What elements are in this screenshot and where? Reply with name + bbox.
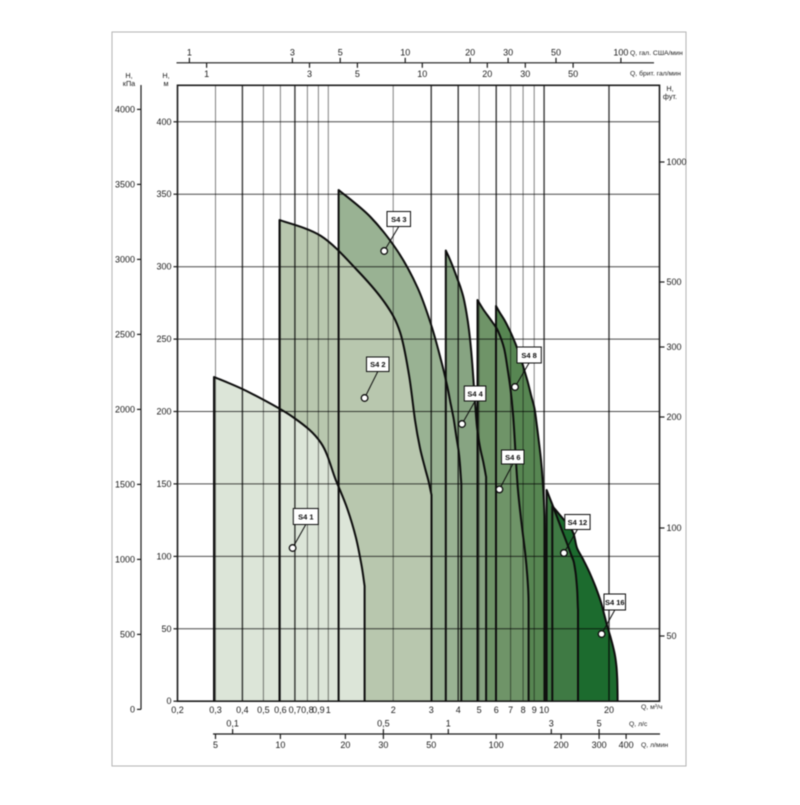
svg-text:20: 20 xyxy=(465,47,475,57)
svg-text:3500: 3500 xyxy=(115,179,135,189)
svg-text:1000: 1000 xyxy=(115,554,135,564)
svg-text:кПа: кПа xyxy=(123,79,136,88)
svg-text:S4 4: S4 4 xyxy=(467,389,483,398)
svg-text:8: 8 xyxy=(521,705,526,715)
svg-text:2500: 2500 xyxy=(115,329,135,339)
svg-text:0,1: 0,1 xyxy=(226,719,239,729)
svg-text:100: 100 xyxy=(156,551,171,561)
svg-text:S4 12: S4 12 xyxy=(568,518,588,527)
svg-text:100: 100 xyxy=(613,47,628,57)
svg-text:9: 9 xyxy=(532,705,537,715)
svg-text:0: 0 xyxy=(166,696,171,706)
svg-text:0,9: 0,9 xyxy=(312,705,325,715)
svg-text:20: 20 xyxy=(482,69,492,79)
svg-text:S4 8: S4 8 xyxy=(521,351,536,360)
svg-text:500: 500 xyxy=(667,277,682,287)
svg-text:0,7: 0,7 xyxy=(289,705,302,715)
svg-text:3000: 3000 xyxy=(115,254,135,264)
svg-text:0,5: 0,5 xyxy=(377,719,390,729)
svg-text:фут.: фут. xyxy=(663,92,677,101)
svg-text:Q, брит. гал/мин: Q, брит. гал/мин xyxy=(630,70,681,78)
svg-text:3: 3 xyxy=(290,47,295,57)
svg-text:H,: H, xyxy=(666,84,673,93)
svg-text:350: 350 xyxy=(156,189,171,199)
svg-text:50: 50 xyxy=(551,47,561,57)
svg-text:7: 7 xyxy=(508,705,513,715)
svg-text:Q, л/мин: Q, л/мин xyxy=(641,742,668,749)
svg-text:200: 200 xyxy=(156,407,171,417)
svg-text:150: 150 xyxy=(156,479,171,489)
svg-text:0,3: 0,3 xyxy=(209,705,222,715)
svg-text:3: 3 xyxy=(549,719,554,729)
svg-text:S4 6: S4 6 xyxy=(505,453,520,462)
svg-text:250: 250 xyxy=(156,334,171,344)
svg-text:Q, гал. США/мин: Q, гал. США/мин xyxy=(630,50,683,57)
svg-text:300: 300 xyxy=(592,740,607,750)
svg-text:1: 1 xyxy=(446,719,451,729)
svg-text:1500: 1500 xyxy=(115,479,135,489)
svg-text:200: 200 xyxy=(667,412,682,422)
svg-text:5: 5 xyxy=(477,705,482,715)
svg-text:10: 10 xyxy=(400,47,410,57)
svg-text:4000: 4000 xyxy=(115,104,135,114)
svg-text:50: 50 xyxy=(667,631,677,641)
svg-text:20: 20 xyxy=(340,740,350,750)
svg-text:5: 5 xyxy=(597,719,602,729)
svg-text:S4 1: S4 1 xyxy=(298,512,313,521)
svg-text:500: 500 xyxy=(120,629,135,639)
svg-text:1: 1 xyxy=(326,705,331,715)
svg-text:0: 0 xyxy=(130,704,135,714)
svg-text:3: 3 xyxy=(429,705,434,715)
svg-text:0,8: 0,8 xyxy=(301,705,314,715)
svg-text:10: 10 xyxy=(539,705,549,715)
svg-text:1: 1 xyxy=(187,47,192,57)
svg-text:1: 1 xyxy=(204,69,209,79)
svg-text:0,4: 0,4 xyxy=(236,705,249,715)
svg-text:100: 100 xyxy=(489,740,504,750)
svg-text:0,6: 0,6 xyxy=(274,705,287,715)
svg-text:5: 5 xyxy=(338,47,343,57)
svg-text:Q, л/с: Q, л/с xyxy=(629,721,648,728)
svg-text:0,5: 0,5 xyxy=(257,705,270,715)
svg-text:4: 4 xyxy=(456,705,461,715)
svg-text:S4 16: S4 16 xyxy=(605,598,625,607)
svg-text:S4 2: S4 2 xyxy=(370,360,385,369)
svg-text:10: 10 xyxy=(417,69,427,79)
svg-text:200: 200 xyxy=(554,740,569,750)
svg-text:50: 50 xyxy=(426,740,436,750)
svg-text:Q, м³/ч: Q, м³/ч xyxy=(641,704,663,711)
svg-text:H,: H, xyxy=(162,71,169,80)
svg-text:100: 100 xyxy=(667,523,682,533)
svg-text:м: м xyxy=(163,79,168,88)
svg-text:50: 50 xyxy=(568,69,578,79)
svg-text:2000: 2000 xyxy=(115,404,135,414)
svg-text:50: 50 xyxy=(161,624,171,634)
svg-text:300: 300 xyxy=(667,342,682,352)
svg-text:5: 5 xyxy=(213,740,218,750)
svg-text:6: 6 xyxy=(494,705,499,715)
svg-text:20: 20 xyxy=(604,705,614,715)
svg-text:S4 3: S4 3 xyxy=(391,215,406,224)
svg-text:1000: 1000 xyxy=(667,157,687,167)
svg-text:3: 3 xyxy=(307,69,312,79)
svg-text:300: 300 xyxy=(156,262,171,272)
svg-text:30: 30 xyxy=(503,47,513,57)
svg-text:5: 5 xyxy=(355,69,360,79)
svg-text:400: 400 xyxy=(619,740,634,750)
svg-text:30: 30 xyxy=(378,740,388,750)
svg-text:0,2: 0,2 xyxy=(171,705,184,715)
svg-text:2: 2 xyxy=(391,705,396,715)
svg-text:10: 10 xyxy=(275,740,285,750)
svg-text:H,: H, xyxy=(125,71,132,80)
svg-text:400: 400 xyxy=(156,117,171,127)
svg-text:30: 30 xyxy=(520,69,530,79)
